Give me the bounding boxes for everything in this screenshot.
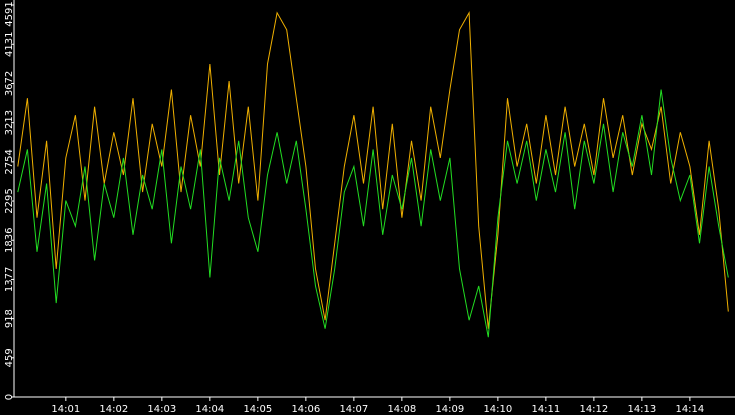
series-line — [17, 11, 729, 329]
x-tick-label: 14:04 — [195, 404, 224, 415]
x-tick-label: 14:07 — [339, 404, 368, 415]
y-tick-label: 918 — [4, 309, 15, 328]
x-tick-label: 14:13 — [627, 404, 656, 415]
series-line — [17, 89, 729, 338]
x-tick-label: 14:06 — [291, 404, 320, 415]
x-tick-label: 14:02 — [99, 404, 128, 415]
x-tick-label: 14:01 — [51, 404, 80, 415]
y-tick-label: 2754 — [4, 149, 15, 174]
y-tick-label: 1377 — [4, 267, 15, 292]
y-tick-label: 3672 — [4, 71, 15, 96]
x-tick-label: 14:05 — [243, 404, 272, 415]
y-tick-label: 0 — [4, 394, 15, 400]
x-tick-label: 14:10 — [483, 404, 512, 415]
y-tick-label: 459 — [4, 348, 15, 367]
x-tick-label: 14:09 — [435, 404, 464, 415]
y-tick-label: 4131 — [4, 32, 15, 57]
y-tick-label: 1836 — [4, 228, 15, 253]
y-tick-label: 4591 — [4, 1, 15, 26]
y-tick-label: 3213 — [4, 110, 15, 135]
x-tick-label: 14:12 — [579, 404, 608, 415]
x-tick-label: 14:11 — [531, 404, 560, 415]
y-tick-label: 2295 — [4, 188, 15, 213]
x-tick-label: 14:08 — [387, 404, 416, 415]
x-tick-label: 14:03 — [147, 404, 176, 415]
x-tick-label: 14:14 — [675, 404, 704, 415]
